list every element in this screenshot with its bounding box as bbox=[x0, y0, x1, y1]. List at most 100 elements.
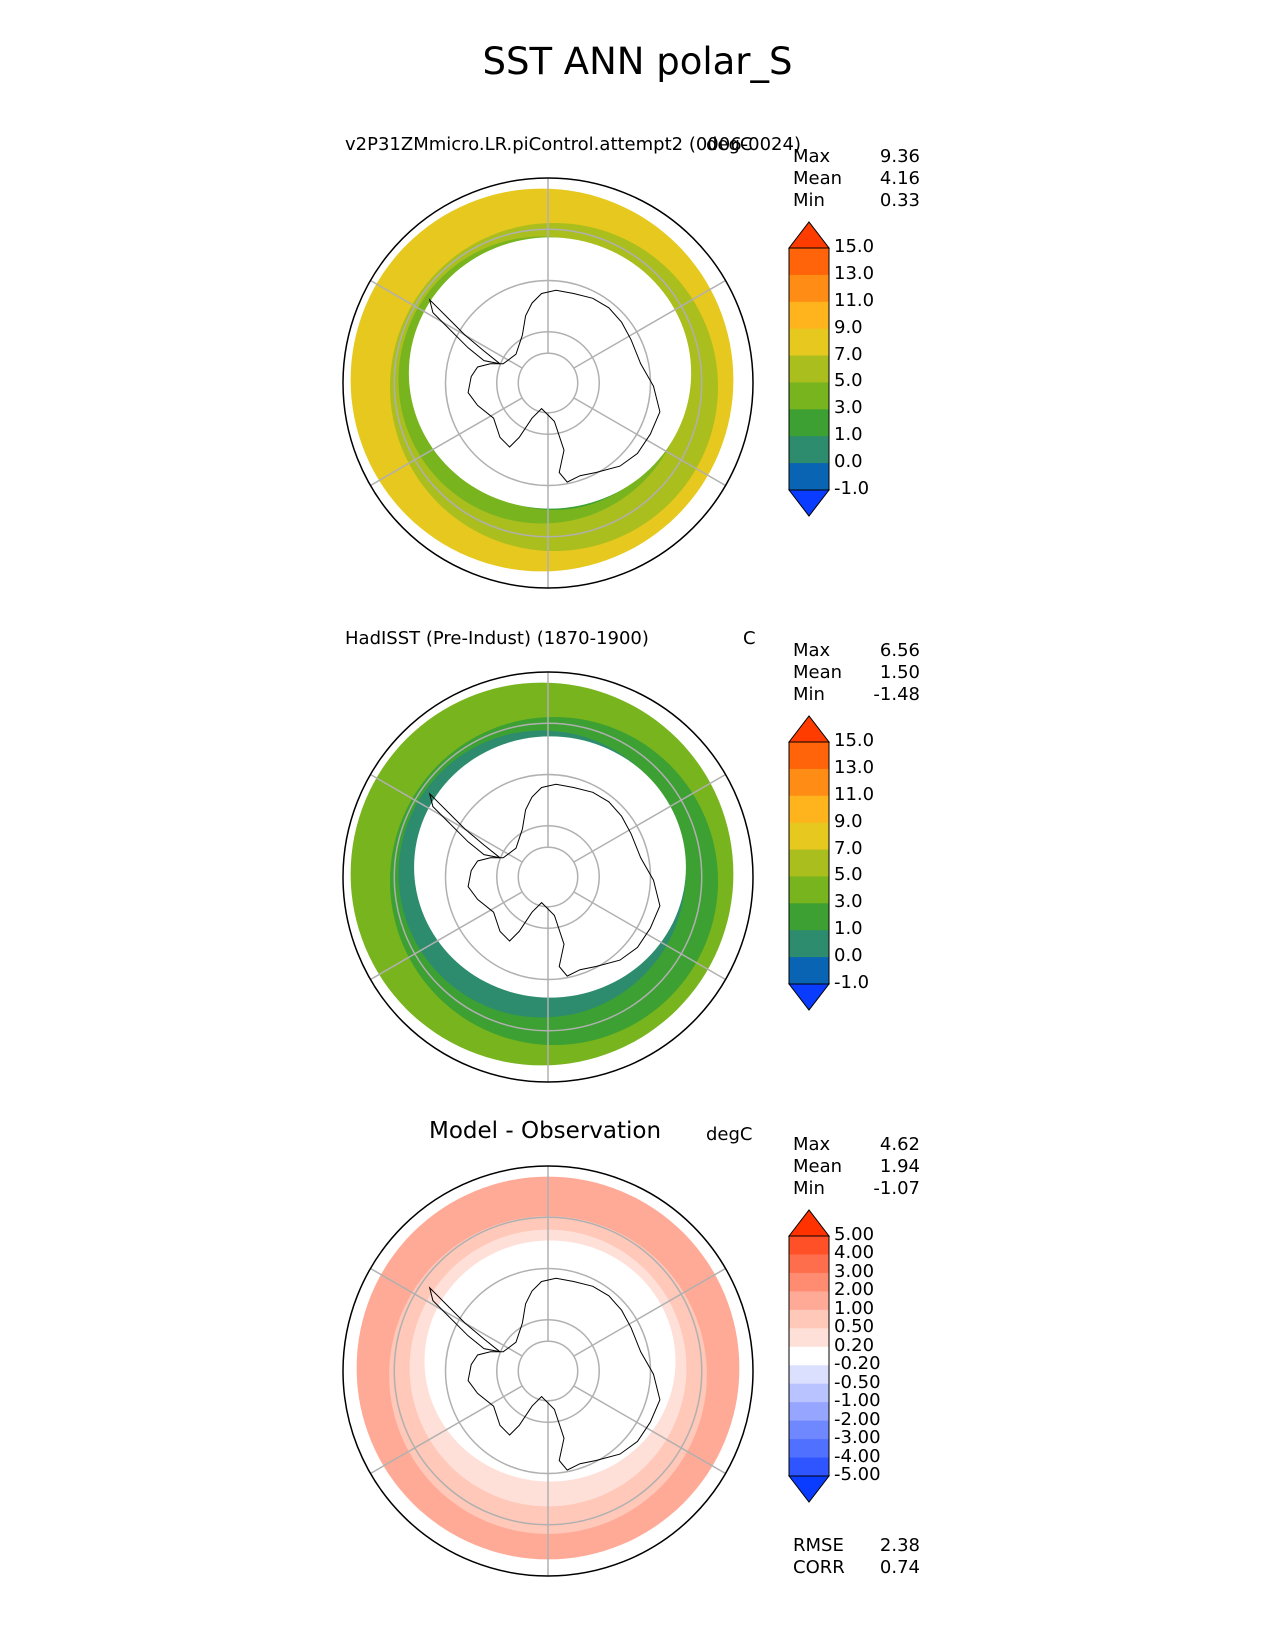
colorbar-segment bbox=[789, 328, 829, 357]
colorbar-tick-label: 3.0 bbox=[834, 397, 863, 419]
meridian-line bbox=[370, 773, 523, 863]
colorbar-tick-label: 1.00 bbox=[834, 1297, 875, 1319]
antarctica-coastline bbox=[467, 783, 661, 977]
map-border bbox=[342, 1165, 754, 1577]
stat-label-rmse: RMSE bbox=[793, 1535, 844, 1556]
colorbar-segment bbox=[789, 1291, 829, 1311]
colorbar-1 bbox=[787, 221, 831, 517]
colorbar-segment bbox=[789, 1383, 829, 1403]
colorbar-segment bbox=[789, 382, 829, 410]
colorbar-tick-label: 11.0 bbox=[834, 289, 875, 311]
panel-title: HadISST (Pre-Indust) (1870-1900) bbox=[345, 628, 649, 649]
stat-label-mean: Mean bbox=[793, 168, 843, 189]
field-layer-3 bbox=[356, 1176, 740, 1560]
colorbar-segment bbox=[789, 957, 829, 985]
sea-ice-mask bbox=[424, 1240, 676, 1482]
colorbar-extend-max bbox=[787, 221, 831, 249]
colorbar-tick-label: 5.00 bbox=[834, 1224, 875, 1245]
stat-value-mean: 1.94 bbox=[879, 1156, 920, 1177]
peninsula-coastline bbox=[428, 298, 501, 365]
meridian-line bbox=[573, 1385, 726, 1475]
colorbar-segment bbox=[789, 355, 829, 383]
colorbar-segment bbox=[789, 930, 829, 958]
stat-value-max: 9.36 bbox=[879, 146, 920, 167]
colorbar-segment bbox=[789, 1309, 829, 1329]
stat-value-mean: 1.50 bbox=[879, 662, 920, 683]
colorbar-segment bbox=[789, 463, 829, 491]
colorbar-segment bbox=[789, 849, 829, 877]
colorbar-segment bbox=[789, 1346, 829, 1366]
colorbar-segment bbox=[789, 742, 829, 770]
colorbar-tick-label: 15.0 bbox=[834, 730, 875, 751]
stat-label-max: Max bbox=[793, 640, 831, 661]
colorbar-tick-label: 0.0 bbox=[834, 451, 863, 473]
colorbar-tick-label: -1.0 bbox=[834, 972, 870, 993]
colorbar-frame bbox=[788, 1235, 830, 1477]
colorbar-tick-label: -0.20 bbox=[834, 1353, 881, 1375]
colorbar-segment bbox=[789, 1236, 829, 1255]
colorbar-segment bbox=[789, 1365, 829, 1385]
colorbar-tick-label: 2.00 bbox=[834, 1279, 875, 1301]
meridian-line bbox=[370, 279, 523, 369]
map-border bbox=[342, 177, 754, 589]
colorbar-segment bbox=[789, 301, 829, 330]
stat-value-max: 4.62 bbox=[879, 1134, 920, 1155]
meridian-line bbox=[370, 1385, 523, 1475]
field-layer-1 bbox=[350, 188, 734, 572]
colorbar-tick-label: 5.0 bbox=[834, 864, 863, 886]
colorbar-tick-label: 1.0 bbox=[834, 918, 863, 940]
meridian-line bbox=[573, 279, 726, 369]
stat-label-corr: CORR bbox=[793, 1557, 845, 1578]
polar-map-2 bbox=[342, 671, 831, 1083]
colorbar-tick-label: 5.0 bbox=[834, 370, 863, 392]
figure-title: SST ANN polar_S bbox=[482, 40, 793, 83]
colorbar-segment bbox=[789, 822, 829, 851]
stat-value-corr: 0.74 bbox=[879, 1557, 920, 1578]
colorbar-tick-label: 9.0 bbox=[834, 810, 863, 832]
colorbar-extend-max bbox=[787, 1209, 831, 1237]
meridian-line bbox=[370, 397, 523, 487]
colorbar-tick-label: 7.0 bbox=[834, 837, 863, 859]
colorbar-segment bbox=[789, 1402, 829, 1422]
colorbar-tick-label: 0.20 bbox=[834, 1334, 875, 1356]
colorbar-tick-label: 0.50 bbox=[834, 1316, 875, 1338]
colorbar-tick-label: -1.0 bbox=[834, 478, 870, 499]
stat-label-max: Max bbox=[793, 1134, 831, 1155]
colorbar-tick-label: -1.00 bbox=[834, 1390, 881, 1412]
meridian-line bbox=[573, 773, 726, 863]
graticule-3 bbox=[370, 1166, 726, 1576]
meridian-line bbox=[573, 397, 726, 487]
units-label: degC bbox=[706, 134, 753, 155]
sea-ice-mask bbox=[408, 237, 692, 509]
colorbar-tick-label: 15.0 bbox=[834, 236, 875, 257]
colorbar-extend-min bbox=[787, 489, 831, 517]
colorbar-tick-label: 3.0 bbox=[834, 891, 863, 913]
colorbar-segment bbox=[789, 1457, 829, 1477]
field-layer-2 bbox=[350, 682, 734, 1066]
stat-value-min: 0.33 bbox=[879, 190, 920, 211]
colorbar-tick-label: -0.50 bbox=[834, 1371, 881, 1393]
colorbar-tick-label: 0.0 bbox=[834, 945, 863, 967]
colorbar-tick-label: 1.0 bbox=[834, 424, 863, 446]
meridian-line bbox=[573, 891, 726, 981]
colorbar-tick-label: 11.0 bbox=[834, 783, 875, 805]
colorbar-segment bbox=[789, 795, 829, 824]
polar-map-1 bbox=[342, 177, 831, 589]
map-border bbox=[342, 671, 754, 1083]
stat-label-min: Min bbox=[793, 1178, 825, 1199]
colorbar-extend-max bbox=[787, 715, 831, 743]
stat-label-min: Min bbox=[793, 684, 825, 705]
polar-map-3 bbox=[342, 1165, 831, 1577]
peninsula-coastline bbox=[428, 1286, 501, 1353]
colorbar-tick-label: 9.0 bbox=[834, 316, 863, 338]
panel-title: v2P31ZMmicro.LR.piControl.attempt2 (0006… bbox=[345, 134, 801, 155]
stat-label-mean: Mean bbox=[793, 662, 843, 683]
stat-label-max: Max bbox=[793, 146, 831, 167]
antarctica-coastline bbox=[467, 1277, 661, 1471]
units-label: C bbox=[743, 628, 756, 649]
panel-title: Model - Observation bbox=[429, 1118, 662, 1144]
peninsula-coastline bbox=[428, 792, 501, 859]
colorbar-tick-label: -2.00 bbox=[834, 1408, 881, 1430]
sea-ice-mask bbox=[414, 736, 686, 998]
